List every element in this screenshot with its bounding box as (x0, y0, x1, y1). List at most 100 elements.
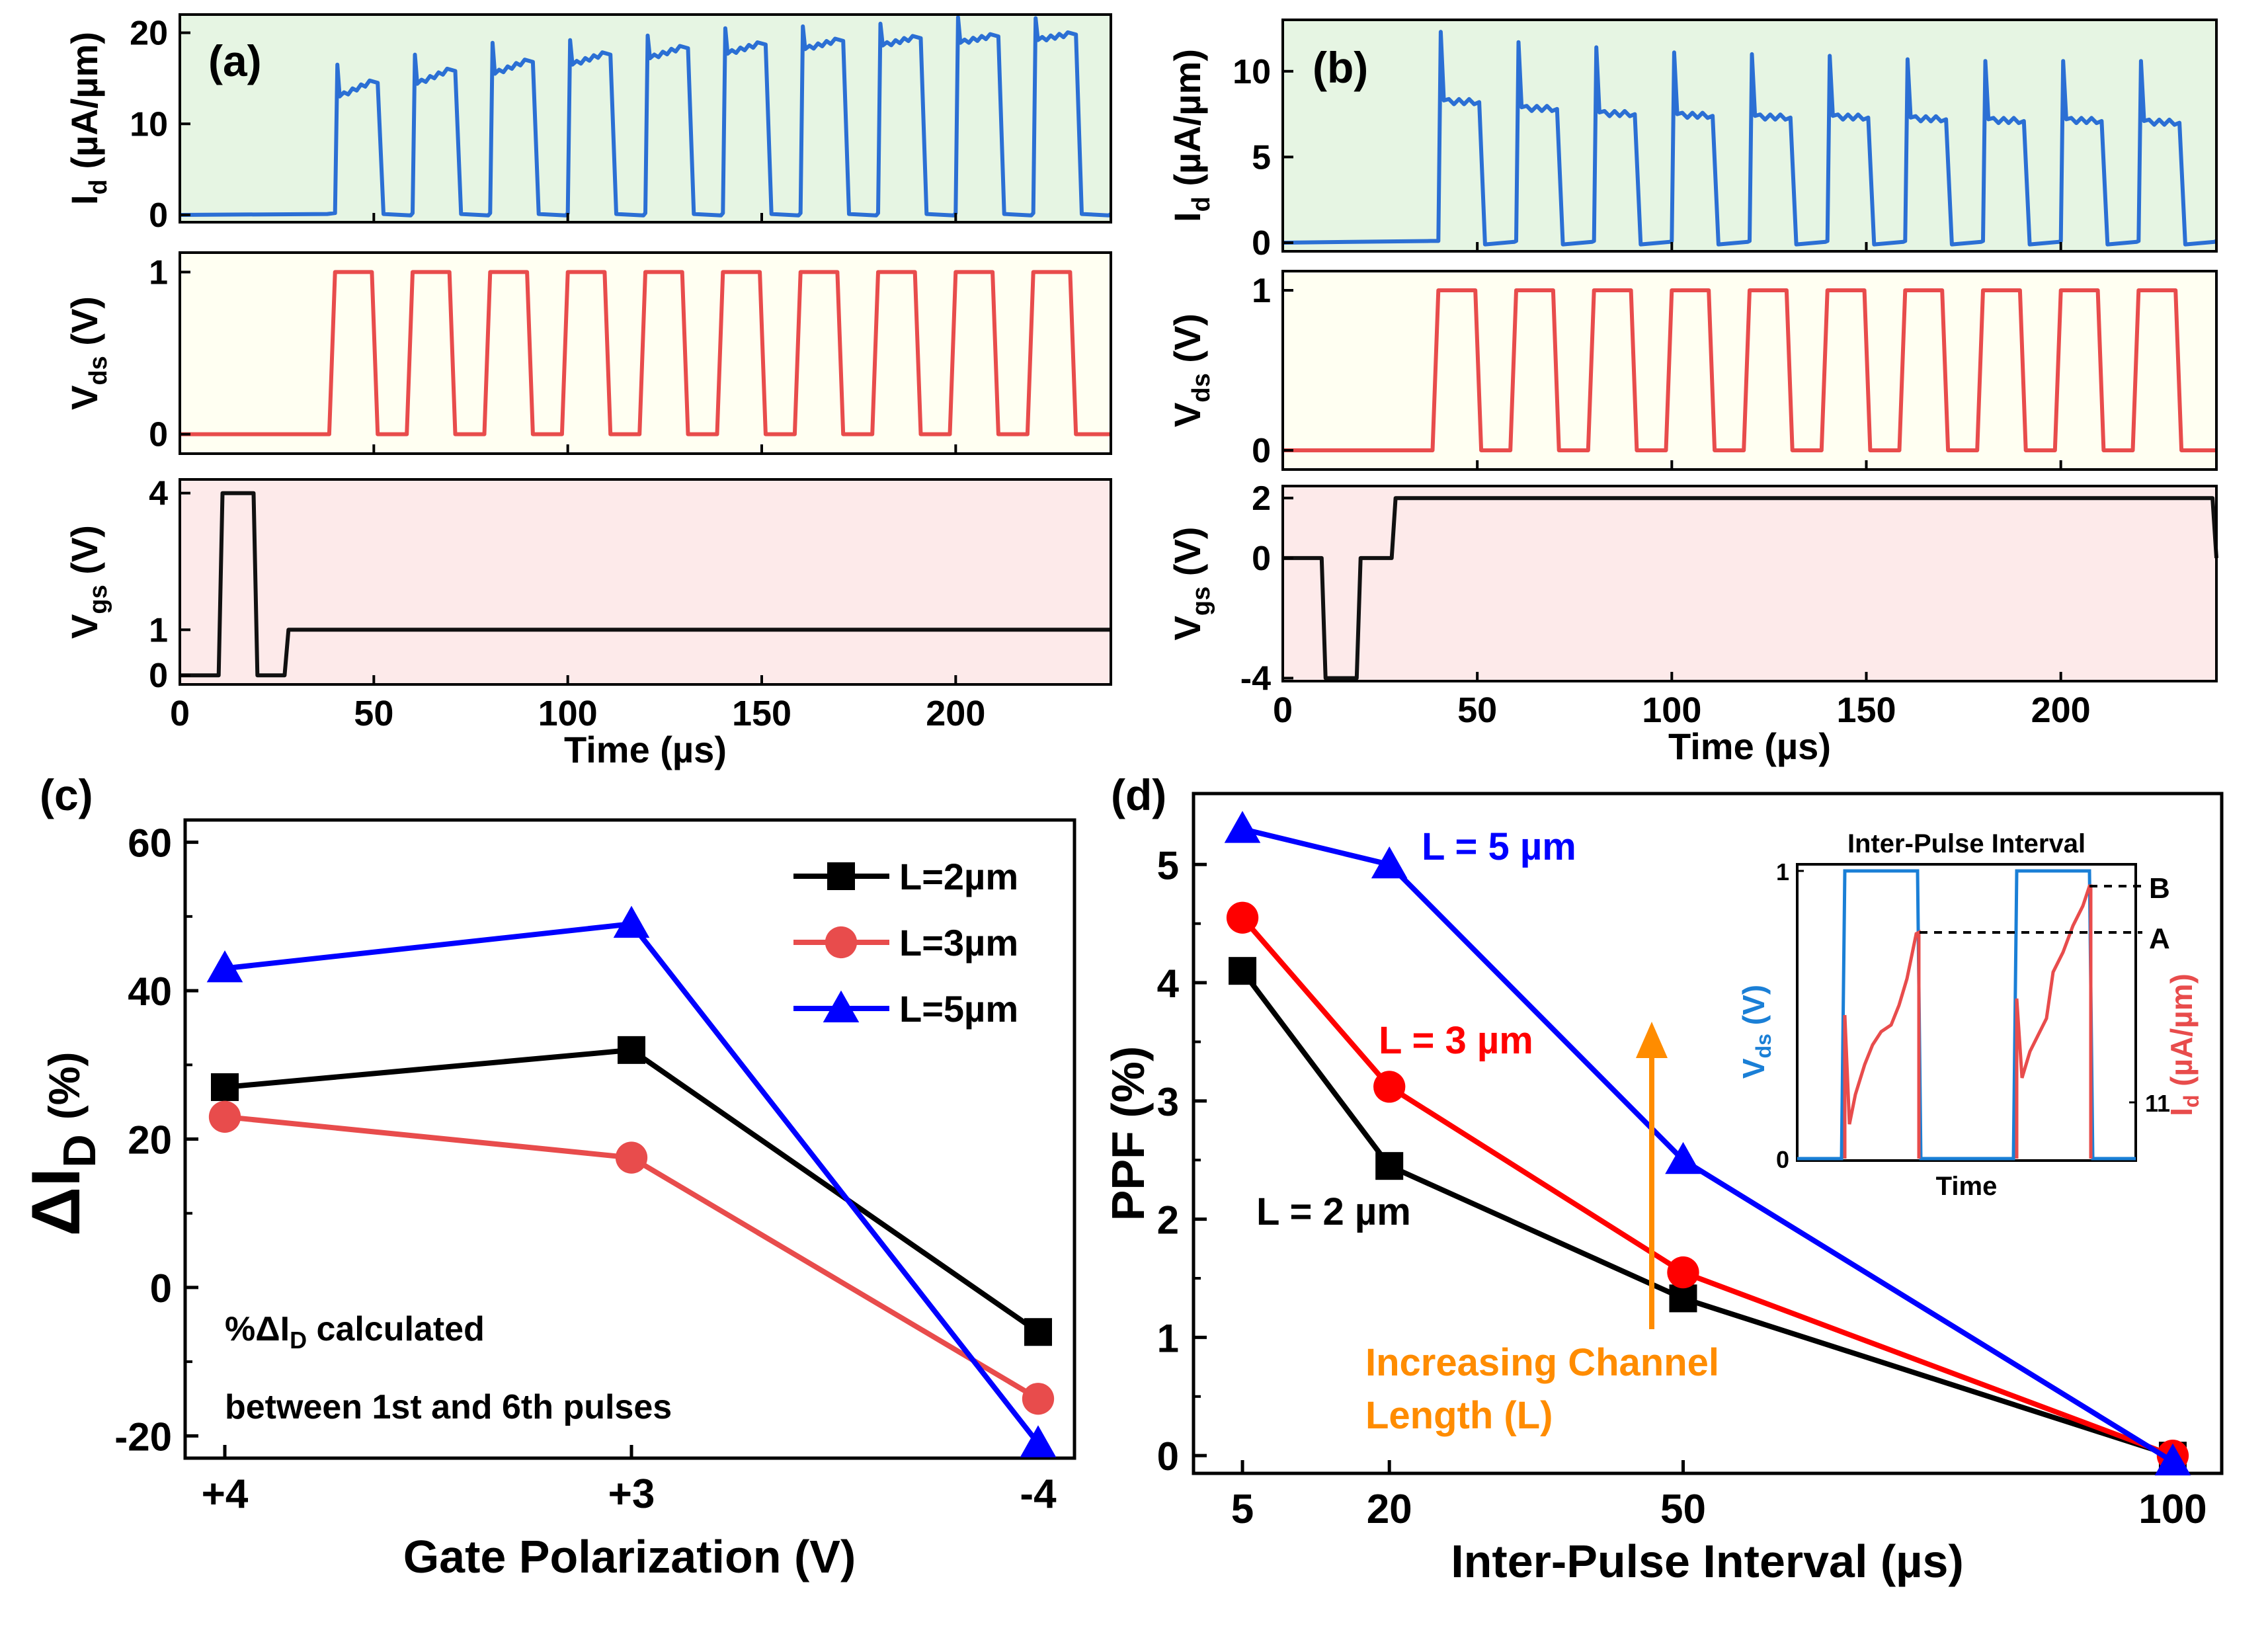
y-tick-label: 40 (128, 969, 172, 1014)
y-tick-label: 10 (130, 105, 168, 144)
waveform-line (180, 491, 1111, 678)
y-label-subscript: d (85, 179, 112, 194)
x-axis-label: Inter-Pulse Interval (µs) (1451, 1536, 1964, 1587)
data-point-circle (1022, 1383, 1055, 1415)
x-tick-label: 50 (1457, 690, 1497, 730)
legend-label: L=3µm (899, 922, 1018, 964)
y-label-subscript: gs (1188, 587, 1215, 616)
data-point-square (618, 1036, 645, 1064)
y-tick-label: 0 (1252, 224, 1271, 263)
inset-right-label-subscript: d (2179, 1095, 2203, 1108)
data-point-square (1229, 957, 1257, 985)
y-label-subscript: ds (1188, 373, 1215, 402)
x-tick-label: +3 (608, 1471, 655, 1517)
y-label-subscript: ds (85, 356, 112, 385)
panel-label: (a) (208, 36, 262, 85)
annotation-line-1: %ΔID calculated (225, 1310, 485, 1354)
data-point-square (827, 862, 855, 890)
y-label-main: V (1166, 616, 1208, 640)
data-point-square (1669, 1284, 1697, 1313)
y-tick-label: 1 (149, 611, 168, 649)
inset-right-label-unit: (µA/µm) (2164, 973, 2199, 1094)
data-point-triangle (2154, 1443, 2191, 1476)
x-axis-label: Gate Polarization (V) (403, 1531, 856, 1582)
y-tick-label: 0 (149, 196, 168, 235)
inset-tick-label: 11 (2145, 1090, 2170, 1117)
x-tick-label: 0 (170, 694, 190, 733)
data-point-circle (1667, 1256, 1699, 1289)
y-tick-label: 3 (1157, 1080, 1179, 1124)
x-tick-label: +4 (202, 1471, 249, 1517)
y-label-subscript: D (54, 1134, 105, 1168)
y-label-unit: (µA/µm) (63, 32, 105, 179)
y-label-subscript: gs (85, 585, 112, 614)
data-point-triangle (1371, 846, 1408, 879)
y-label-main: I (63, 194, 105, 205)
y-tick-label: 0 (1157, 1434, 1179, 1479)
panel-label: (d) (1111, 770, 1166, 819)
y-tick-label: 60 (128, 821, 172, 866)
y-axis-label: Vds (V) (63, 296, 112, 410)
y-tick-label: 20 (130, 15, 168, 53)
legend-label: L=2µm (899, 856, 1018, 897)
waveform-line (179, 15, 1112, 218)
y-tick-label: -4 (1240, 659, 1271, 698)
y-tick-label: -20 (114, 1414, 172, 1459)
x-tick-label: 100 (1642, 690, 1701, 730)
x-tick-label: 5 (1231, 1487, 1254, 1532)
inset-left-label-subscript: ds (1752, 1034, 1775, 1058)
plot-frame (1192, 792, 2224, 1475)
y-tick-label: 2 (1157, 1198, 1179, 1243)
plot-frame (179, 13, 1112, 224)
y-label-unit: (µA/µm) (1166, 49, 1208, 196)
data-point-triangle (1020, 1425, 1057, 1457)
arrow-head (1636, 1022, 1668, 1058)
y-label-main: V (1166, 403, 1208, 427)
y-axis-label: Vgs (V) (63, 525, 112, 639)
y-tick-label: 4 (1157, 962, 1180, 1006)
x-tick-label: 0 (1273, 690, 1293, 730)
panel-label: (c) (40, 770, 93, 819)
inset-left-label-unit: (V) (1736, 985, 1771, 1034)
plot-frame (1281, 19, 2218, 253)
x-axis-label: Time (µs) (1668, 725, 1831, 767)
y-tick-label: 10 (1233, 53, 1271, 91)
y-tick-label: 0 (1252, 540, 1271, 578)
waveform-line (1282, 30, 2218, 247)
series-line (1240, 969, 2174, 1459)
y-label-main: I (1166, 212, 1208, 222)
data-point-triangle (613, 905, 650, 938)
y-axis-label: Vgs (V) (1166, 527, 1215, 641)
inset-left-label: Vds (V) (1736, 985, 1775, 1079)
x-tick-label: 100 (2138, 1487, 2207, 1532)
inset-tick-label: 0 (1776, 1146, 1789, 1173)
series-line (1242, 826, 2175, 1464)
legend-label: L=5µm (899, 988, 1018, 1030)
y-label-main: ΔI (18, 1168, 95, 1237)
waveform-line (1283, 496, 2218, 680)
arrow-label-line-1: Increasing Channel (1365, 1341, 1719, 1384)
x-tick-label: 200 (926, 694, 985, 733)
panel-a: 0 10 20 Id (µA/µm) 0 1 Vds (V) 0 1 4 0 50 100 150 200 V… (63, 13, 1112, 770)
data-point-circle (1373, 1071, 1406, 1103)
y-label-unit: (V) (1166, 527, 1208, 587)
data-point-circle (208, 1100, 241, 1133)
x-tick-label: -4 (1020, 1471, 1057, 1517)
x-tick-label: 150 (1836, 690, 1896, 730)
y-tick-label: 0 (149, 657, 168, 695)
y-tick-label: 1 (1157, 1316, 1179, 1360)
plot-background (1283, 486, 2216, 681)
annotation-line-2: between 1st and 6th pulses (225, 1388, 672, 1426)
y-axis-label: Id (µA/µm) (63, 32, 112, 205)
panel-label: (b) (1313, 43, 1368, 92)
annotation-text: calculated (307, 1310, 485, 1348)
x-tick-label: 20 (1367, 1487, 1412, 1532)
data-point-square (1375, 1152, 1404, 1180)
inset-title: Inter-Pulse Interval (1847, 829, 2086, 858)
plot-frame (179, 251, 1112, 455)
y-tick-label: 1 (1252, 272, 1271, 310)
inset-left-label-main: V (1736, 1058, 1771, 1079)
inset-marker-b: B (2149, 872, 2170, 905)
